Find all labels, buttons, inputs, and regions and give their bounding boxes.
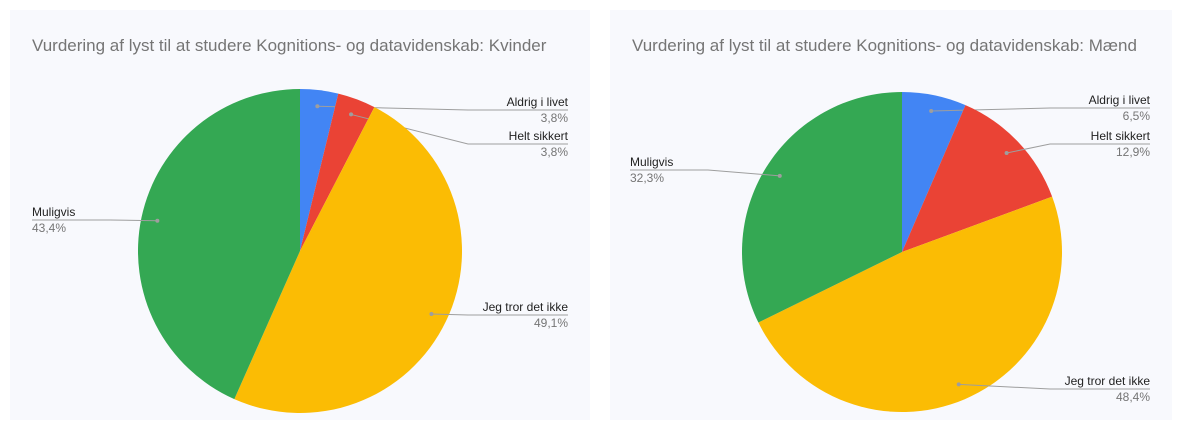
pie-slice bbox=[137, 89, 300, 400]
slice-label: Muligvis bbox=[32, 205, 75, 219]
slice-label: Jeg tror det ikke bbox=[483, 300, 569, 314]
slice-label: Aldrig i livet bbox=[1089, 93, 1151, 107]
pie-slice bbox=[758, 196, 1062, 412]
pie-slice bbox=[234, 107, 462, 413]
leader-line bbox=[32, 219, 158, 222]
leader-dot bbox=[1004, 151, 1009, 156]
leader-dot bbox=[777, 173, 782, 178]
leader-line bbox=[958, 383, 1150, 390]
pie-slice bbox=[300, 93, 375, 252]
slice-value: 12,9% bbox=[1116, 145, 1150, 159]
leader-dot bbox=[956, 382, 961, 387]
chart-title: Vurdering af lyst til at studere Kogniti… bbox=[32, 36, 547, 55]
pie-slice bbox=[741, 92, 902, 323]
leader-dot bbox=[315, 104, 320, 109]
slice-value: 6,5% bbox=[1123, 109, 1151, 123]
leader-line bbox=[431, 313, 568, 316]
slice-label: Muligvis bbox=[630, 155, 673, 169]
slice-label: Helt sikkert bbox=[1091, 129, 1151, 143]
slice-label: Helt sikkert bbox=[509, 129, 569, 143]
pie-slice bbox=[300, 89, 339, 251]
pie-slice bbox=[902, 105, 1053, 252]
leader-dot bbox=[349, 112, 354, 117]
slice-value: 48,4% bbox=[1116, 390, 1150, 404]
leader-dot bbox=[429, 312, 434, 317]
slice-value: 43,4% bbox=[32, 221, 66, 235]
slice-label: Aldrig i livet bbox=[507, 95, 569, 109]
pie-slice bbox=[902, 92, 966, 252]
slice-value: 32,3% bbox=[630, 171, 664, 185]
slice-value: 3,8% bbox=[541, 145, 569, 159]
slice-value: 3,8% bbox=[541, 111, 569, 125]
slice-label: Jeg tror det ikke bbox=[1065, 374, 1151, 388]
chart-title: Vurdering af lyst til at studere Kogniti… bbox=[632, 36, 1137, 55]
leader-line bbox=[1006, 143, 1150, 154]
leader-line bbox=[630, 169, 780, 177]
slice-value: 49,1% bbox=[534, 316, 568, 330]
leader-dot bbox=[929, 108, 934, 113]
leader-dot bbox=[155, 218, 160, 223]
